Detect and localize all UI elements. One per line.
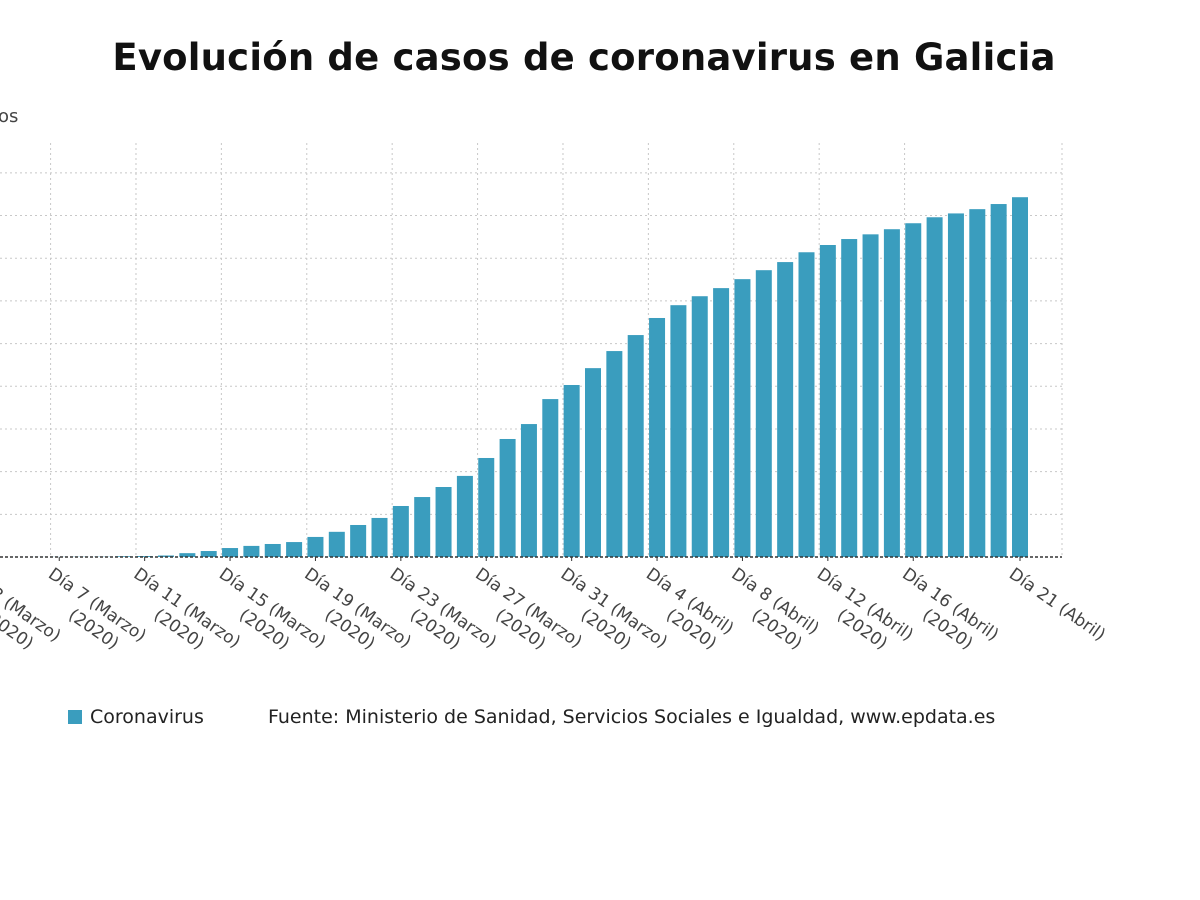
bar [542, 399, 559, 557]
bar [264, 543, 281, 557]
bar [456, 475, 473, 557]
bar [435, 487, 452, 557]
bar [670, 305, 687, 557]
bar [713, 288, 730, 557]
bar [734, 279, 751, 557]
bar [179, 553, 196, 557]
bar [563, 384, 580, 557]
bar [392, 505, 409, 557]
legend-label: Coronavirus [90, 706, 204, 728]
x-tick-label: Día 21 (Abril) [1005, 564, 1109, 645]
bar [841, 239, 858, 557]
bar-chart: CasosDía 3 (Marzo)(2020)Día 7 (Marzo)(20… [0, 106, 1109, 663]
bar [905, 223, 922, 557]
x-tick-label: Día 4 (Abril)(2020) [630, 564, 738, 657]
bar [136, 556, 153, 557]
bar [926, 217, 943, 557]
bar [243, 545, 260, 557]
bar [883, 229, 900, 558]
bar [862, 234, 879, 558]
bar [947, 213, 964, 558]
bar [1012, 197, 1028, 558]
source-note: Fuente: Ministerio de Sanidad, Servicios… [268, 706, 996, 728]
x-tick-label: Día 16 (Abril)(2020) [886, 564, 1002, 663]
bar [819, 245, 836, 558]
bar [499, 438, 516, 557]
bar [414, 497, 431, 557]
bar [350, 524, 367, 557]
bar [371, 517, 388, 557]
bar [200, 551, 217, 557]
legend-swatch [68, 710, 82, 724]
bar [222, 548, 239, 557]
bar [115, 556, 132, 557]
bar [649, 317, 666, 557]
legend: Coronavirus [68, 706, 204, 728]
bar [777, 262, 794, 557]
bar [691, 296, 708, 557]
bar [520, 424, 537, 557]
y-axis-label: Casos [0, 106, 18, 127]
bar [585, 368, 601, 557]
bar [969, 209, 986, 557]
bar [755, 270, 772, 557]
x-tick-label: Día 8 (Abril)(2020) [715, 564, 823, 657]
bar [798, 252, 815, 558]
bar [307, 536, 324, 557]
bar [990, 204, 1007, 557]
bar [627, 335, 644, 557]
bar [286, 542, 303, 557]
x-tick-label-line1: Día 21 (Abril) [1005, 564, 1109, 645]
bar [606, 351, 623, 557]
chart-title: Evolución de casos de coronavirus en Gal… [112, 36, 1056, 79]
bar [478, 457, 495, 557]
bar [328, 531, 345, 557]
